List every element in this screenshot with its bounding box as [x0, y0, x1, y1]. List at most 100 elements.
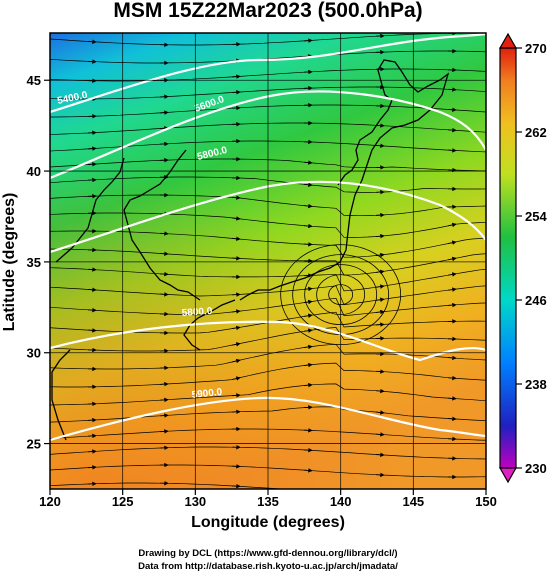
streamline-arrow [447, 375, 457, 381]
streamline-arrow [447, 287, 457, 292]
streamline-arrow [231, 342, 241, 347]
streamline-arrow [231, 325, 241, 331]
streamline-arrow [447, 127, 457, 133]
streamline-arrow [303, 468, 313, 473]
credit-line-1: Drawing by DCL (https://www.gfd-dennou.o… [138, 548, 397, 559]
streamline-arrow [303, 182, 313, 188]
streamline-arrow [447, 107, 457, 112]
china-coast [55, 157, 125, 263]
streamline-arrow [303, 203, 313, 209]
streamline-arrow [447, 240, 457, 245]
streamline-arrow [87, 307, 97, 313]
streamline-arrow [87, 287, 97, 292]
x-tick-label: 145 [402, 494, 424, 509]
streamline-arrow [308, 488, 313, 489]
contour-5800-a [50, 180, 486, 254]
streamline-arrow [375, 309, 385, 315]
streamline-arrow [303, 382, 313, 388]
x-tick-label: 140 [330, 494, 352, 509]
streamline-arrow [87, 433, 97, 439]
streamline-arrow [447, 355, 457, 361]
height-contours [50, 33, 486, 442]
colorbar: 230 238 246 254 262 270 [498, 32, 547, 484]
korea-coast [123, 149, 201, 301]
colorbar-tick-label: 230 [525, 461, 547, 476]
streamline-arrow [303, 362, 313, 368]
contour-5900 [50, 396, 486, 442]
x-tick-label: 120 [39, 494, 61, 509]
y-tick-label: 35 [27, 255, 41, 270]
streamline-arrow [231, 216, 241, 221]
colorbar-ticks: 230 238 246 254 262 270 [516, 41, 547, 476]
streamline-arrow [375, 432, 385, 437]
taiwan-coast [51, 349, 71, 441]
colorbar-tick-label: 270 [525, 41, 547, 56]
streamline-arrow [303, 313, 313, 318]
streamline-arrow [231, 376, 241, 381]
contour-label: 5800.0 [181, 306, 213, 319]
streamline-arrow [375, 452, 385, 458]
streamline-arrow [231, 309, 241, 314]
streamline-arrow [87, 161, 97, 167]
streamline-arrow [375, 233, 385, 239]
contour-5600 [50, 90, 486, 180]
x-tick-label: 135 [257, 494, 279, 509]
x-axis-label: Longitude (degrees) [191, 514, 345, 531]
streamline-arrow [231, 358, 241, 364]
y-tick-label: 30 [27, 346, 41, 361]
coastlines [51, 59, 450, 441]
streamline-arrow [447, 396, 457, 401]
contour-5400 [50, 33, 486, 114]
streamline-arrow [87, 146, 97, 151]
colorbar-bar [499, 47, 517, 469]
streamline-arrow [159, 397, 169, 403]
streamline-arrow [159, 413, 169, 418]
streamline-arrow [87, 449, 97, 454]
streamline-arrow [159, 251, 169, 256]
streamline-arrow [447, 222, 457, 228]
streamline-arrow [303, 328, 313, 333]
y-tick-label: 25 [27, 437, 41, 452]
streamline-arrow [447, 272, 457, 277]
streamline-arrow [231, 236, 241, 242]
streamline-arrow [447, 256, 457, 262]
streamline-arrow [231, 74, 241, 79]
streamline-arrow [375, 284, 385, 289]
streamline-arrow [375, 388, 385, 394]
x-tick-label: 150 [475, 494, 497, 509]
streamline-arrow [375, 297, 385, 302]
map-grid [49, 33, 487, 489]
colorbar-tick-label: 246 [525, 293, 547, 308]
credit-line-2: Data from http://database.rish.kyoto-u.a… [138, 561, 398, 572]
y-tick-label: 40 [27, 164, 41, 179]
streamline-arrow [303, 223, 313, 229]
streamline-arrow [159, 271, 169, 277]
streamline-arrow [447, 416, 457, 422]
y-axis-label: Latitude (degrees) [1, 193, 18, 332]
y-tick-label: 45 [27, 73, 41, 88]
x-tick-label: 130 [184, 494, 206, 509]
streamline-arrow [303, 160, 313, 165]
streamline-arrow [159, 110, 169, 115]
streamline-arrow [231, 195, 241, 200]
streamline-arrow [375, 410, 385, 415]
streamline-arrow [303, 299, 313, 305]
y-axis-ticks: 25 30 35 40 45 [27, 73, 50, 452]
x-axis-ticks: 120 125 130 135 140 145 150 [39, 489, 497, 509]
japan-coast [239, 59, 450, 301]
x-tick-label: 125 [112, 494, 134, 509]
streamline-arrow [303, 344, 313, 350]
contour-label: 5900.0 [191, 387, 223, 401]
chart-title: MSM 15Z22Mar2023 (500.0hPa) [113, 0, 422, 22]
colorbar-upper-arrow [498, 32, 518, 49]
colorbar-tick-label: 262 [525, 125, 547, 140]
colorbar-tick-label: 254 [525, 209, 547, 224]
streamline-arrow [231, 89, 241, 95]
streamline-arrow [303, 38, 313, 43]
colorbar-lower-arrow [498, 467, 518, 484]
streamline-arrow [375, 143, 385, 148]
kyushu-coast [183, 299, 236, 351]
colorbar-tick-label: 238 [525, 377, 547, 392]
streamline-arrow [375, 322, 385, 327]
